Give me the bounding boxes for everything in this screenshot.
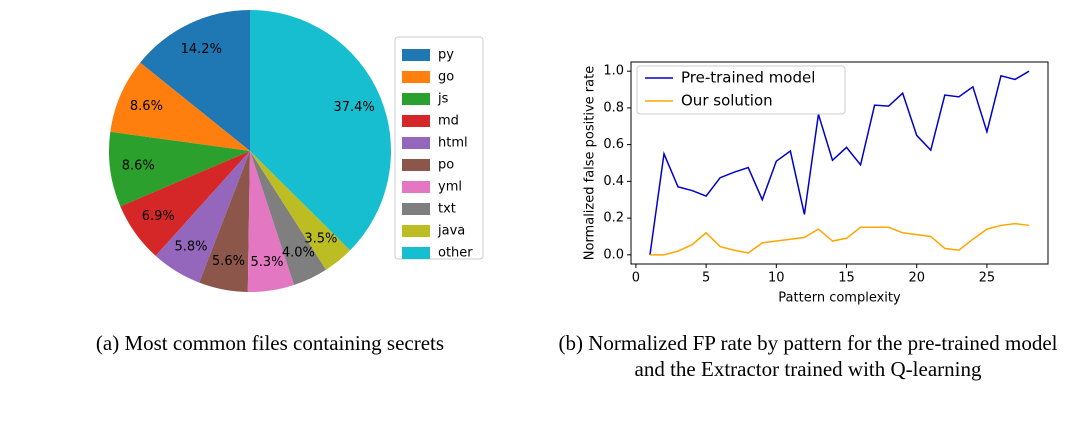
pie-wedge (110, 62, 250, 151)
legend-label: other (438, 246, 473, 261)
wedge-label: 5.8% (174, 240, 207, 255)
wedge-label: 14.2% (181, 42, 222, 57)
pie-wedge (140, 10, 250, 151)
pie-wedge (250, 10, 391, 251)
x-tick-label: 10 (768, 271, 785, 286)
y-tick-label: 0.8 (603, 100, 624, 115)
pie-wedge (155, 151, 250, 283)
legend-swatch (402, 93, 430, 105)
legend-label: Pre-trained model (681, 69, 815, 87)
x-tick-label: 20 (908, 271, 925, 286)
legend-swatch (402, 159, 430, 171)
y-tick-label: 0.2 (603, 211, 624, 226)
legend-label: java (437, 224, 465, 239)
y-tick-label: 0.6 (603, 137, 624, 152)
wedge-label: 8.6% (130, 99, 163, 114)
legend-label: py (438, 48, 454, 63)
wedge-label: 5.3% (250, 255, 283, 270)
legend-label: js (437, 92, 449, 107)
legend-label: yml (438, 180, 462, 195)
legend-label: Our solution (681, 92, 773, 110)
line-series (649, 222, 1030, 256)
pie-wedge (250, 151, 351, 270)
legend-label: html (438, 136, 468, 151)
legend-swatch (402, 181, 430, 193)
legend-swatch (402, 115, 430, 127)
wedge-label: 4.0% (282, 245, 315, 260)
pie-wedge (109, 131, 250, 207)
pie-wedge (199, 151, 250, 292)
pie-wedge (120, 151, 251, 256)
y-tick-label: 1.0 (603, 64, 624, 79)
legend-label: txt (438, 202, 456, 217)
legend-swatch (402, 49, 430, 61)
caption: (b) Normalized FP rate by pattern for th… (558, 331, 1058, 381)
legend-label: po (438, 158, 454, 173)
x-axis-label: Pattern complexity (778, 291, 901, 306)
x-tick-label: 5 (702, 271, 710, 286)
x-tick-label: 25 (979, 271, 996, 286)
x-tick-label: 15 (838, 271, 855, 286)
wedge-label: 37.4% (333, 100, 374, 115)
wedge-label: 6.9% (142, 209, 175, 224)
axes-frame (630, 61, 1049, 265)
caption: (a) Most common files containing secrets (95, 331, 445, 355)
pie-wedge (247, 151, 295, 293)
legend-box (636, 65, 846, 115)
legend-label: go (438, 70, 454, 85)
y-axis-label: Normalized false positive rate (583, 66, 598, 260)
legend-label: md (438, 114, 459, 129)
wedge-label: 5.6% (212, 254, 245, 269)
legend-swatch (402, 71, 430, 83)
pie-wedge (250, 151, 326, 285)
legend-swatch (402, 225, 430, 237)
wedge-label: 3.5% (304, 231, 337, 246)
x-tick-label: 0 (632, 271, 640, 286)
legend-swatch (402, 137, 430, 149)
legend-swatch (402, 247, 430, 259)
legend-swatch (402, 203, 430, 215)
y-tick-label: 0.4 (603, 174, 624, 189)
y-tick-label: 0.0 (603, 247, 624, 262)
wedge-label: 8.6% (122, 159, 155, 174)
line-series (649, 70, 1030, 255)
